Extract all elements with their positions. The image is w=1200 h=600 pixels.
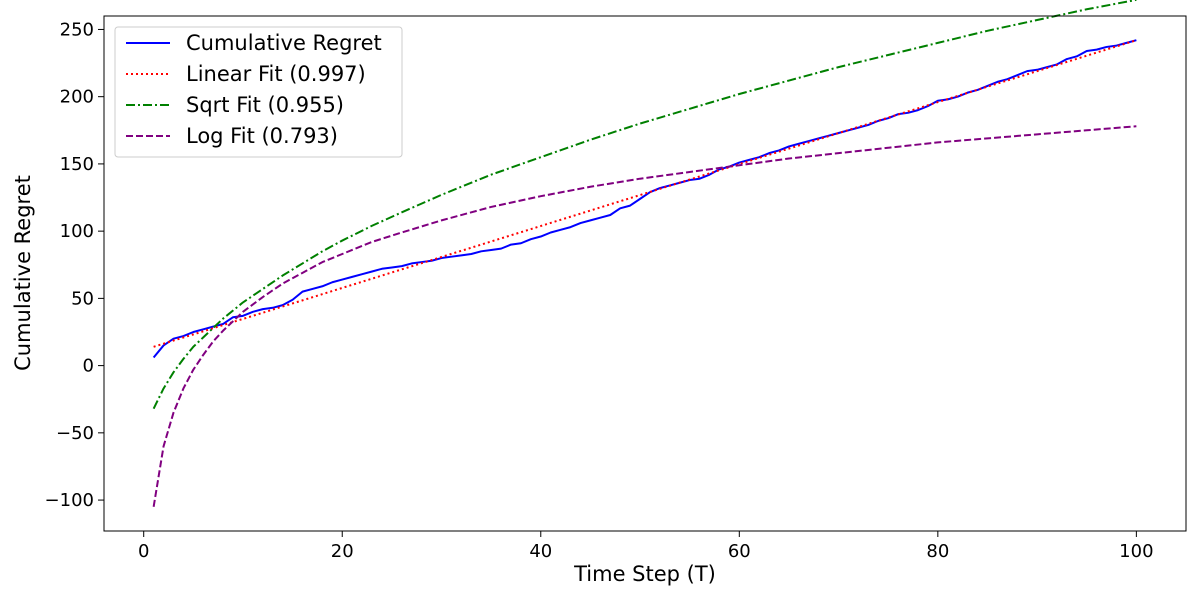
y-tick-label: −50	[56, 423, 94, 444]
legend-label-log-fit: Log Fit (0.793)	[186, 124, 338, 148]
series-line-sqrt-fit-0-955	[152, 0, 1137, 410]
y-tick-label: 50	[71, 288, 94, 309]
plot-frame	[103, 15, 1187, 532]
legend-label-cumulative-regret: Cumulative Regret	[186, 31, 382, 55]
x-tick-label: 0	[138, 541, 149, 562]
x-tick-label: 60	[728, 541, 751, 562]
legend-box	[114, 26, 403, 158]
y-tick-label: 250	[60, 19, 94, 40]
y-tick-label: 200	[60, 87, 94, 108]
y-axis-label: Cumulative Regret	[11, 175, 35, 371]
series-line-linear-fit-0-997	[153, 39, 1137, 348]
series-line-cumulative-regret	[152, 39, 1137, 359]
y-tick-label: −100	[45, 490, 94, 511]
x-tick-label: 100	[1119, 541, 1153, 562]
legend: Cumulative Regret Linear Fit (0.997) Sqr…	[114, 26, 403, 158]
x-axis-label: Time Step (T)	[573, 562, 716, 586]
legend-label-linear-fit: Linear Fit (0.997)	[186, 62, 366, 86]
series-layer	[152, 0, 1137, 507]
x-tick-label: 20	[331, 541, 354, 562]
y-tick-label: 150	[60, 154, 94, 175]
y-axis: −100 −50 0 50 100 150 200 250	[45, 19, 104, 511]
y-tick-label: 0	[83, 356, 94, 377]
y-tick-label: 100	[60, 221, 94, 242]
x-axis: 0 20 40 60 80 100	[138, 531, 1154, 562]
x-tick-label: 40	[529, 541, 552, 562]
series-line-log-fit-0-793	[152, 125, 1137, 507]
legend-label-sqrt-fit: Sqrt Fit (0.955)	[186, 93, 344, 117]
x-tick-label: 80	[926, 541, 949, 562]
